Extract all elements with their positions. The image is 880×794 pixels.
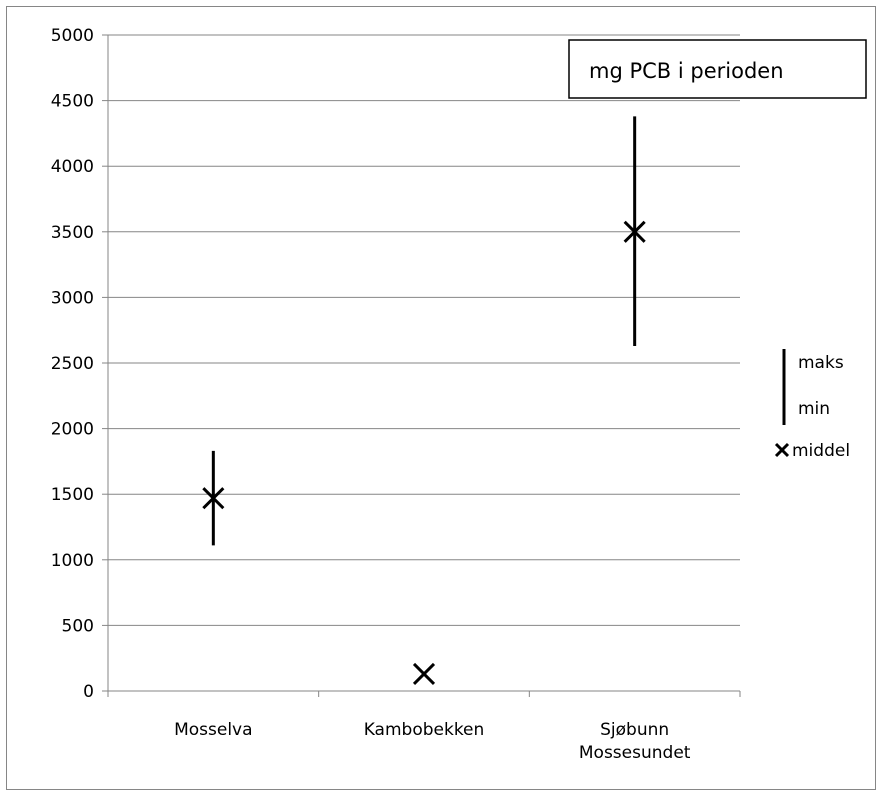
legend-label-maks: maks — [798, 353, 844, 373]
y-tick-label: 1000 — [51, 551, 94, 571]
x-category-label-line: Mosselva — [174, 720, 252, 740]
y-tick-label: 3000 — [51, 288, 94, 308]
legend: maks min middel — [774, 349, 850, 461]
x-category-label-line: Sjøbunn — [600, 720, 669, 740]
y-tick-label: 0 — [83, 682, 94, 702]
legend-label-min: min — [798, 399, 830, 419]
axes — [102, 34, 741, 697]
chart-frame — [6, 6, 876, 790]
y-tick-label: 3500 — [51, 223, 94, 243]
y-tick-label: 4000 — [51, 157, 94, 177]
gridlines — [108, 34, 740, 626]
middel-marker-stroke — [412, 662, 436, 686]
y-tick-label: 1500 — [51, 485, 94, 505]
x-category-label: Kambobekken — [364, 720, 485, 740]
x-axis-category-labels: Mosselva Kambobekken Sjøbunn Mossesundet — [174, 720, 691, 763]
title-text: mg PCB i perioden — [589, 59, 784, 83]
middel-marker-stroke — [202, 487, 225, 510]
x-category-label: Mosselva — [174, 720, 252, 740]
middel-marker — [412, 662, 436, 686]
chart-title: mg PCB i perioden — [568, 39, 867, 99]
x-category-label: Sjøbunn Mossesundet — [579, 720, 691, 763]
middel-marker-stroke — [623, 220, 646, 243]
x-category-label-line: Mossesundet — [579, 743, 691, 763]
y-axis-tick-labels: 0 500 1000 1500 2000 2500 3000 3500 4000 4500 5000 — [51, 26, 94, 702]
y-tick-label: 2500 — [51, 354, 94, 374]
legend-cross-marker — [774, 442, 790, 458]
x-category-label-line: Kambobekken — [364, 720, 485, 740]
middel-marker — [202, 487, 225, 510]
middel-marker — [623, 220, 646, 243]
y-tick-label: 500 — [62, 616, 94, 636]
title-box — [568, 39, 867, 99]
data-marks — [202, 116, 646, 686]
y-tick-label: 2000 — [51, 420, 94, 440]
y-tick-label: 5000 — [51, 26, 94, 46]
y-tick-label: 4500 — [51, 92, 94, 112]
legend-label-middel: middel — [792, 441, 850, 461]
